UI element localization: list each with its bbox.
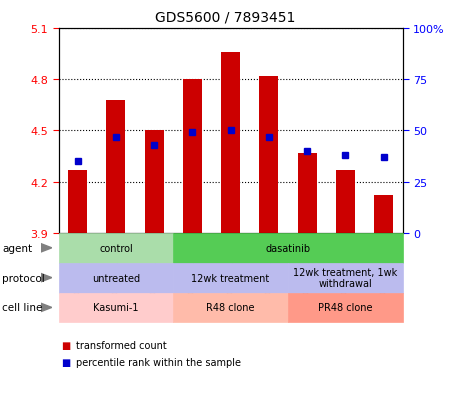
Polygon shape [40,244,52,253]
Polygon shape [40,274,52,282]
Bar [259,76,279,233]
Text: percentile rank within the sample: percentile rank within the sample [76,357,242,367]
Bar [183,80,202,233]
Text: 12wk treatment, 1wk
withdrawal: 12wk treatment, 1wk withdrawal [293,267,397,289]
Text: control: control [99,243,133,253]
Text: ■: ■ [61,340,70,350]
Text: transformed count: transformed count [76,340,167,350]
Text: 12wk treatment: 12wk treatment [192,273,270,283]
Text: agent: agent [2,243,32,253]
Text: cell line: cell line [2,303,43,313]
Text: untreated: untreated [92,273,140,283]
Bar [68,170,87,233]
Bar [144,131,164,233]
Bar [374,196,393,233]
Text: PR48 clone: PR48 clone [318,303,373,313]
Text: protocol: protocol [2,273,45,283]
Text: dasatinib: dasatinib [266,243,310,253]
Bar [336,170,355,233]
Polygon shape [40,303,52,312]
Text: ■: ■ [61,357,70,367]
Bar [221,53,240,233]
Text: GDS5600 / 7893451: GDS5600 / 7893451 [155,10,295,24]
Bar [106,100,126,233]
Text: R48 clone: R48 clone [207,303,255,313]
Bar [297,153,317,233]
Text: Kasumi-1: Kasumi-1 [93,303,139,313]
